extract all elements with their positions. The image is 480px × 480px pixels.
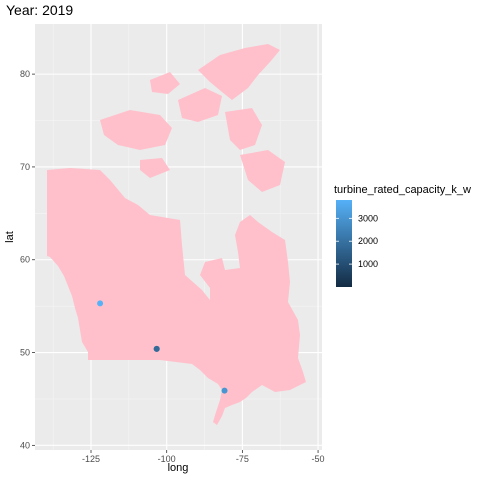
data-point — [153, 345, 160, 352]
x-tick-label: -50 — [312, 454, 325, 464]
legend-label: 2000 — [358, 236, 378, 246]
y-tick-label: 40 — [20, 440, 30, 450]
canada-arctic-islands — [100, 44, 285, 192]
y-tick-label: 60 — [20, 255, 30, 265]
y-tick-label: 70 — [20, 162, 30, 172]
x-tick-label: -125 — [82, 454, 100, 464]
canada-map — [47, 44, 306, 425]
data-point — [221, 387, 228, 394]
y-axis: 40 50 60 70 80 — [20, 69, 35, 450]
legend-label: 3000 — [358, 213, 378, 223]
y-tick-label: 80 — [20, 69, 30, 79]
canada-landmass — [47, 168, 306, 425]
legend: turbine_rated_capacity_k_w 1000 2000 3000 — [334, 184, 471, 287]
data-point — [97, 300, 104, 307]
x-tick-label: -75 — [236, 454, 249, 464]
legend-title: turbine_rated_capacity_k_w — [334, 184, 471, 196]
x-axis: -125 -100 -75 -50 — [82, 450, 325, 464]
y-axis-title: lat — [4, 231, 16, 243]
x-axis-title: long — [168, 462, 189, 474]
chart-title: Year: 2019 — [6, 2, 73, 18]
plot-panel — [35, 24, 322, 450]
points-layer — [97, 300, 228, 394]
legend-label: 1000 — [358, 259, 378, 269]
legend-colorbar — [336, 200, 352, 287]
y-tick-label: 50 — [20, 348, 30, 358]
x-tick-label: -100 — [158, 454, 176, 464]
legend-ticks: 1000 2000 3000 — [336, 213, 378, 269]
